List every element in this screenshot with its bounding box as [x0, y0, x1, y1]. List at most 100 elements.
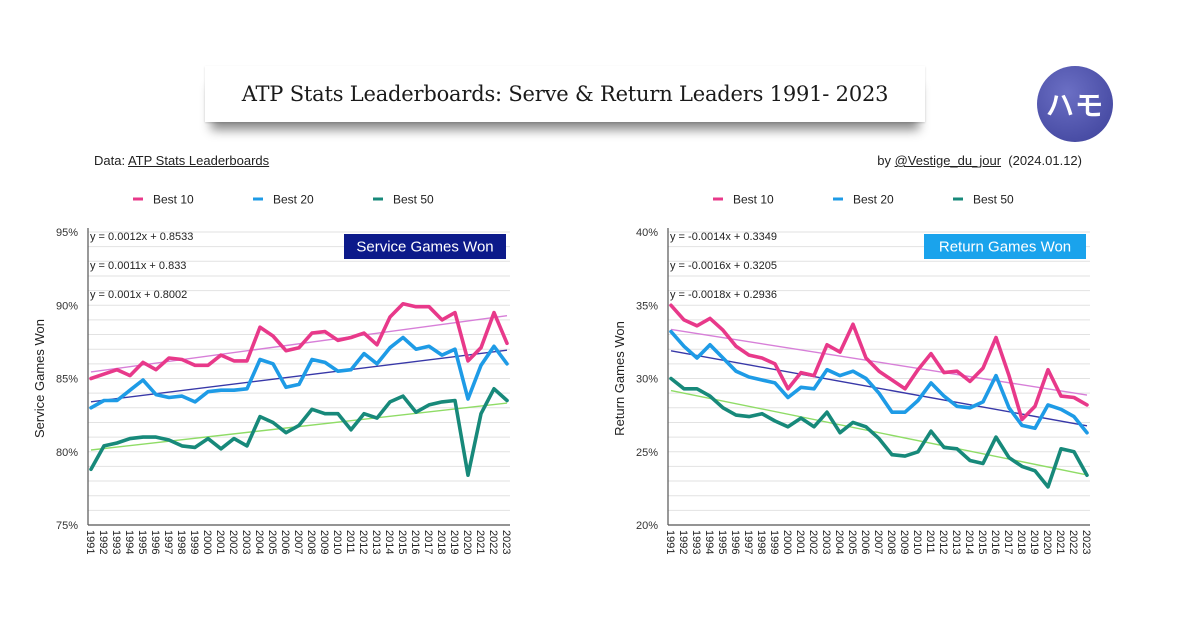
x-tick-label: 1992 — [97, 530, 109, 554]
x-tick-label: 1996 — [149, 530, 161, 554]
y-tick-label: 80% — [56, 447, 78, 459]
page-title: ATP Stats Leaderboards: Serve & Return L… — [241, 82, 889, 106]
x-tick-label: 2023 — [1080, 530, 1092, 554]
series-line-best-50 — [669, 376, 1089, 489]
trend-equation: y = -0.0016x + 0.3205 — [670, 260, 777, 272]
credit-prefix: by — [877, 153, 895, 168]
x-tick-label: 2000 — [781, 530, 793, 554]
series-line-best-20 — [89, 335, 509, 410]
service-games-chart: Best 10 Best 20 Best 50 75% 80% 85% 90% 95% Serv… — [20, 180, 580, 580]
legend-label: Best 20 — [853, 193, 894, 207]
trendline-best-50 — [670, 389, 1088, 476]
x-tick-label: 2016 — [989, 530, 1001, 554]
x-tick-label: 2000 — [201, 530, 213, 554]
return-title-badge — [924, 234, 1086, 259]
y-axis-title: Service Games Won — [32, 319, 47, 438]
trendline-best-10 — [90, 314, 508, 373]
y-tick-label: 90% — [56, 300, 78, 312]
x-tick-label: 2011 — [344, 530, 356, 554]
legend-label: Best 50 — [973, 193, 1014, 207]
x-tick-label: 2013 — [950, 530, 962, 554]
trendline-best-20 — [90, 349, 508, 403]
credit-link[interactable]: @Vestige_du_jour — [894, 153, 1002, 168]
x-tick-label: 2014 — [383, 530, 395, 554]
x-tick-label: 2016 — [409, 530, 421, 554]
x-tick-label: 2006 — [279, 530, 291, 554]
x-tick-label: 1999 — [768, 530, 780, 554]
legend-label: Best 10 — [733, 193, 774, 207]
x-tick-label: 1995 — [716, 530, 728, 554]
x-tick-label: 1997 — [742, 530, 754, 554]
trend-equation: y = 0.0012x + 0.8533 — [90, 231, 193, 243]
x-tick-label: 1993 — [110, 530, 122, 554]
trend-equation: y = -0.0014x + 0.3349 — [670, 231, 777, 243]
x-tick-label: 2008 — [305, 530, 317, 554]
x-tick-label: 1996 — [729, 530, 741, 554]
return-games-svg: Best 10 Best 20 Best 50 20% 25% 30% 35% 40% Retu… — [612, 193, 1092, 555]
return-games-chart: Best 10 Best 20 Best 50 20% 25% 30% 35% 40% Retu… — [600, 180, 1160, 580]
x-tick-label: 2017 — [1002, 530, 1014, 554]
x-tick-label: 2002 — [227, 530, 239, 554]
series-line-best-10 — [89, 302, 509, 381]
y-tick-label: 40% — [636, 227, 658, 239]
chart-title: Return Games Won — [939, 239, 1071, 256]
source-link[interactable]: ATP Stats Leaderboards — [127, 153, 270, 168]
trend-equation: y = 0.001x + 0.8002 — [90, 289, 187, 301]
x-tick-label: 2018 — [1015, 530, 1027, 554]
x-tick-label: 2003 — [240, 530, 252, 554]
service-games-svg: Best 10 Best 20 Best 50 75% 80% 85% 90% 95% Serv… — [32, 193, 512, 555]
trendline-best-20 — [670, 350, 1088, 427]
x-tick-label: 2010 — [331, 530, 343, 554]
x-tick-label: 1993 — [690, 530, 702, 554]
x-tick-label: 1991 — [664, 530, 676, 554]
x-tick-label: 2012 — [937, 530, 949, 554]
logo-text: ハモ — [1045, 89, 1104, 122]
trend-equation: y = -0.0018x + 0.2936 — [670, 289, 777, 301]
trend-equation: y = 0.0011x + 0.833 — [90, 260, 186, 272]
service-title-badge — [344, 234, 506, 259]
x-tick-label: 1994 — [123, 530, 135, 554]
series-line-best-50 — [89, 387, 509, 478]
y-tick-label: 75% — [56, 520, 78, 532]
x-tick-label: 2003 — [820, 530, 832, 554]
legend-item-best-50: Best 50 — [953, 193, 1014, 207]
x-tick-label: 2008 — [885, 530, 897, 554]
x-tick-label: 2011 — [924, 530, 936, 554]
data-source: Data: ATP Stats Leaderboards — [94, 153, 269, 168]
legend-item-best-20: Best 20 — [833, 193, 894, 207]
y-tick-label: 35% — [636, 300, 658, 312]
x-tick-label: 1998 — [175, 530, 187, 554]
x-tick-label: 2007 — [872, 530, 884, 554]
x-tick-label: 1995 — [136, 530, 148, 554]
series-line-best-20 — [669, 329, 1089, 435]
x-tick-label: 2010 — [911, 530, 923, 554]
x-tick-label: 2018 — [435, 530, 447, 554]
x-tick-label: 2002 — [807, 530, 819, 554]
legend-item-best-50: Best 50 — [373, 193, 434, 207]
x-tick-label: 2019 — [448, 530, 460, 554]
source-prefix: Data: — [94, 153, 128, 168]
x-tick-label: 2005 — [846, 530, 858, 554]
y-tick-label: 30% — [636, 374, 658, 386]
x-tick-label: 2006 — [859, 530, 871, 554]
y-axis-title: Return Games Won — [612, 321, 627, 436]
x-tick-label: 2015 — [976, 530, 988, 554]
logo-badge: ハモ — [1037, 66, 1113, 142]
x-tick-label: 2015 — [396, 530, 408, 554]
x-tick-label: 2020 — [1041, 530, 1053, 554]
x-tick-label: 2019 — [1028, 530, 1040, 554]
x-tick-label: 2017 — [422, 530, 434, 554]
x-tick-label: 1997 — [162, 530, 174, 554]
x-tick-label: 2004 — [833, 530, 845, 554]
legend-item-best-20: Best 20 — [253, 193, 314, 207]
x-tick-label: 2023 — [500, 530, 512, 554]
legend-label: Best 20 — [273, 193, 314, 207]
author-credit: by @Vestige_du_jour (2024.01.12) — [877, 153, 1082, 168]
y-tick-label: 85% — [56, 374, 78, 386]
legend-item-best-10: Best 10 — [713, 193, 774, 207]
series-line-best-10 — [669, 303, 1089, 422]
chart-title: Service Games Won — [356, 239, 493, 256]
y-tick-label: 25% — [636, 447, 658, 459]
x-tick-label: 2009 — [318, 530, 330, 554]
x-tick-label: 2005 — [266, 530, 278, 554]
